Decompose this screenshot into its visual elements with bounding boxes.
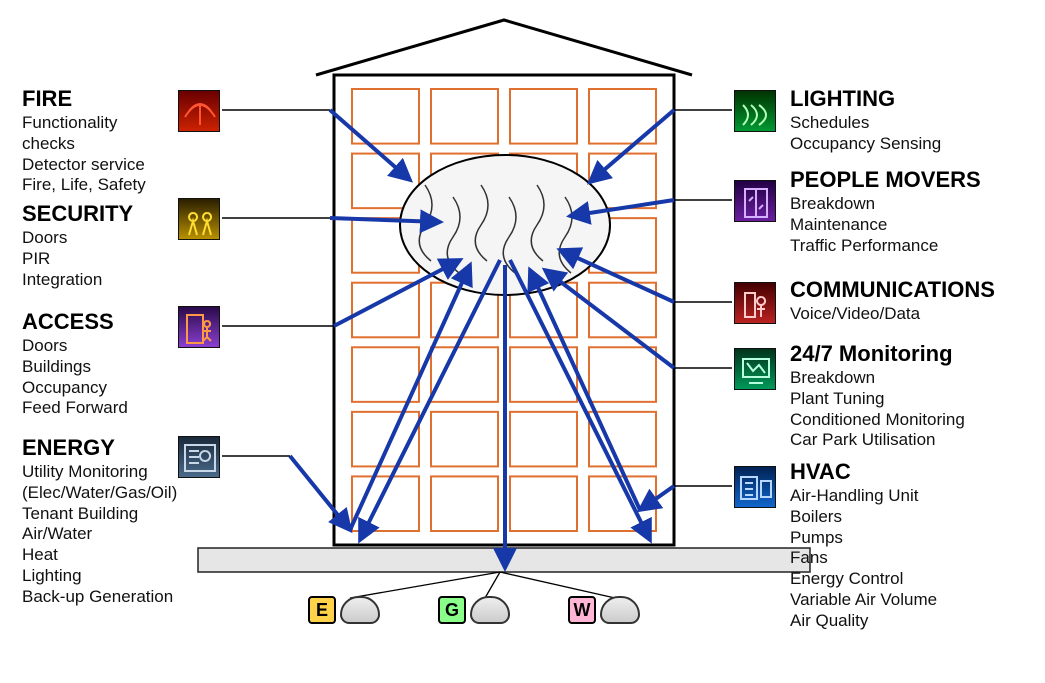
category-items: BreakdownPlant TuningConditioned Monitor… [790, 368, 965, 451]
category-item: Fans [790, 548, 937, 569]
category-item: Detector service [22, 155, 146, 176]
category-item: Occupancy Sensing [790, 134, 941, 155]
category-items: Air-Handling UnitBoilersPumpsFansEnergy … [790, 486, 937, 631]
meter-badge-e: E [308, 596, 336, 624]
category-people_movers: PEOPLE MOVERSBreakdownMaintenanceTraffic… [790, 168, 981, 256]
category-energy: ENERGYUtility Monitoring(Elec/Water/Gas/… [22, 436, 177, 607]
category-title: ENERGY [22, 436, 177, 460]
category-title: FIRE [22, 87, 146, 111]
category-title: PEOPLE MOVERS [790, 168, 981, 192]
category-item: Boilers [790, 507, 937, 528]
category-item: checks [22, 134, 146, 155]
category-security: SECURITYDoorsPIRIntegration [22, 202, 133, 290]
category-item: Schedules [790, 113, 941, 134]
category-item: Buildings [22, 357, 128, 378]
category-item: PIR [22, 249, 133, 270]
category-item: Air-Handling Unit [790, 486, 937, 507]
meter-badge-g: G [438, 596, 466, 624]
category-title: SECURITY [22, 202, 133, 226]
category-item: Lighting [22, 566, 177, 587]
meter-disc [340, 596, 380, 624]
category-items: BreakdownMaintenanceTraffic Performance [790, 194, 981, 256]
category-items: SchedulesOccupancy Sensing [790, 113, 941, 154]
energy-icon [178, 436, 220, 478]
meter-connector [350, 572, 500, 598]
security-icon [178, 198, 220, 240]
category-item: Traffic Performance [790, 236, 981, 257]
category-communications: COMMUNICATIONSVoice/Video/Data [790, 278, 995, 325]
category-hvac: HVACAir-Handling UnitBoilersPumpsFansEne… [790, 460, 937, 631]
category-title: HVAC [790, 460, 937, 484]
access-icon [178, 306, 220, 348]
category-item: Voice/Video/Data [790, 304, 995, 325]
category-title: LIGHTING [790, 87, 941, 111]
meter-letter: G [445, 600, 459, 620]
category-item: Feed Forward [22, 398, 128, 419]
monitoring-icon [734, 348, 776, 390]
category-item: Integration [22, 270, 133, 291]
meter-badge-w: W [568, 596, 596, 624]
category-item: Conditioned Monitoring [790, 410, 965, 431]
category-item: Doors [22, 336, 128, 357]
category-items: DoorsPIRIntegration [22, 228, 133, 290]
category-title: COMMUNICATIONS [790, 278, 995, 302]
category-item: Breakdown [790, 368, 965, 389]
category-item: Plant Tuning [790, 389, 965, 410]
building-roof [316, 20, 692, 75]
category-item: Utility Monitoring [22, 462, 177, 483]
category-item: Doors [22, 228, 133, 249]
category-items: Voice/Video/Data [790, 304, 995, 325]
lighting-icon [734, 90, 776, 132]
fire-icon [178, 90, 220, 132]
category-item: Breakdown [790, 194, 981, 215]
people_movers-icon [734, 180, 776, 222]
category-fire: FIREFunctionalitychecksDetector serviceF… [22, 87, 146, 196]
category-title: ACCESS [22, 310, 128, 334]
category-items: DoorsBuildingsOccupancyFeed Forward [22, 336, 128, 419]
category-monitoring: 24/7 MonitoringBreakdownPlant TuningCond… [790, 342, 965, 451]
meter-letter: W [574, 600, 591, 620]
communications-icon [734, 282, 776, 324]
meter-disc [600, 596, 640, 624]
category-item: Fire, Life, Safety [22, 175, 146, 196]
category-item: Variable Air Volume [790, 590, 937, 611]
meter-connector [500, 572, 615, 598]
category-items: FunctionalitychecksDetector serviceFire,… [22, 113, 146, 196]
category-items: Utility Monitoring(Elec/Water/Gas/Oil)Te… [22, 462, 177, 607]
category-item: Occupancy [22, 378, 128, 399]
category-item: Maintenance [790, 215, 981, 236]
category-item: (Elec/Water/Gas/Oil) [22, 483, 177, 504]
category-item: Tenant Building [22, 504, 177, 525]
category-lighting: LIGHTINGSchedulesOccupancy Sensing [790, 87, 941, 155]
hvac-icon [734, 466, 776, 508]
category-item: Pumps [790, 528, 937, 549]
category-access: ACCESSDoorsBuildingsOccupancyFeed Forwar… [22, 310, 128, 419]
category-title: 24/7 Monitoring [790, 342, 965, 366]
meter-connector [485, 572, 500, 598]
category-item: Back-up Generation [22, 587, 177, 608]
category-item: Energy Control [790, 569, 937, 590]
category-item: Air Quality [790, 611, 937, 632]
category-item: Air/Water [22, 524, 177, 545]
meter-disc [470, 596, 510, 624]
meter-letter: E [316, 600, 328, 620]
category-item: Heat [22, 545, 177, 566]
category-item: Functionality [22, 113, 146, 134]
category-item: Car Park Utilisation [790, 430, 965, 451]
